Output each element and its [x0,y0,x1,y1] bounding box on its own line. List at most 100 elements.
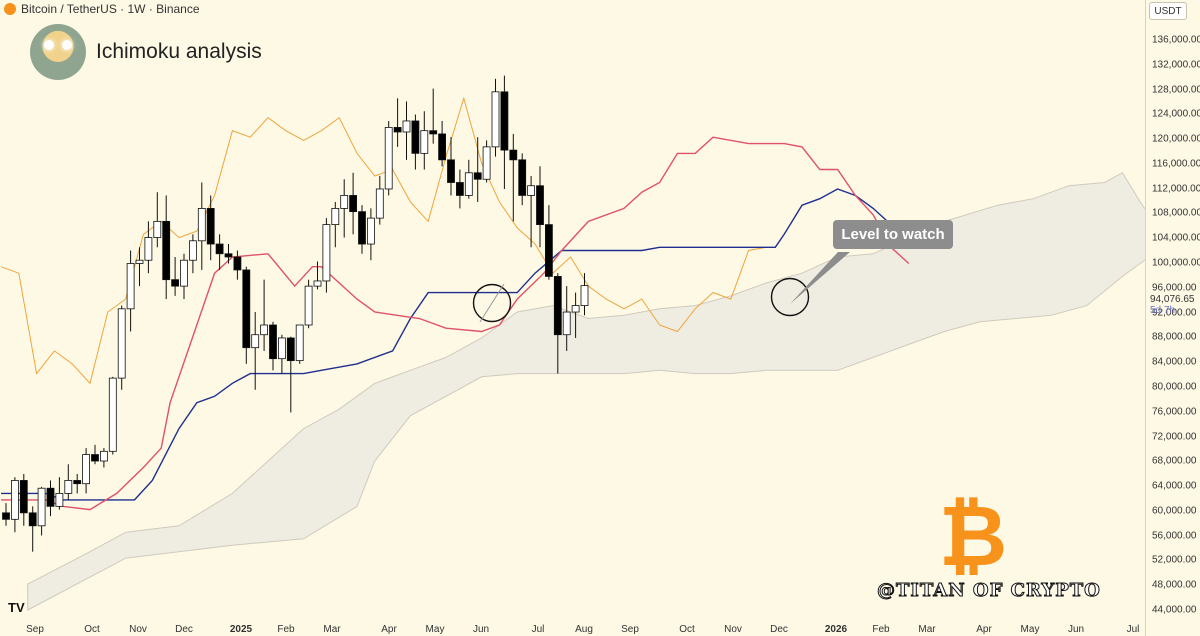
candle [322,218,331,293]
candle [313,261,322,290]
price-axis[interactable]: USDT 136,000.00 132,000.00 128,000.00 124,0… [1145,0,1200,636]
candle [482,140,491,183]
candle [73,473,82,494]
candle [491,78,500,157]
candle [304,279,313,329]
avatar [30,24,86,80]
cloud-area [27,172,1145,611]
time-tick-label: Jul [1127,624,1140,635]
kijun-line [1,188,936,501]
candle [206,195,215,261]
symbol-label: Bitcoin / TetherUS · 1W · Binance [21,2,200,16]
candle [536,166,544,248]
time-tick-label: May [426,624,445,635]
candle [473,137,482,202]
candle [455,169,464,209]
candle [19,473,28,526]
candle [224,244,233,264]
candle [571,292,580,338]
time-tick-label: Sep [26,624,44,635]
time-tick-label: Oct [84,624,100,635]
price-tick-label: 84,000.00 [1152,356,1197,368]
page-title: Ichimoku analysis [96,40,262,63]
price-tick-label: 116,000.00 [1152,158,1200,170]
time-tick-label: Jun [1068,624,1084,635]
price-tick-label: 112,000.00 [1152,183,1200,195]
price-tick-label: 76,000.00 [1152,406,1197,418]
price-tick-label: 56,000.00 [1152,530,1197,542]
candles [2,75,589,552]
time-tick-label: Feb [277,624,295,635]
candle [331,201,340,248]
time-tick-label: Jun [473,624,489,635]
candle [117,305,126,390]
price-tick-label: 64,000.00 [1152,480,1197,492]
candle [37,486,46,536]
bitcoin-logo: ₿ [938,487,1008,585]
candle [286,336,295,413]
candle [500,75,509,189]
price-tick-label: 80,000.00 [1152,381,1197,393]
tenkan-line [1,136,910,511]
price-tick-label: 108,000.00 [1152,207,1200,219]
candle [411,114,420,170]
candle [64,464,73,500]
candle [384,120,393,196]
price-tick-label: 136,000.00 [1152,34,1200,46]
candle [10,477,19,533]
annotation-circle-level [770,252,850,317]
time-tick-label: May [1021,624,1040,635]
time-tick-label: Feb [872,624,890,635]
annotation-circle-jun [472,283,512,323]
price-tick-label: 132,000.00 [1152,59,1200,71]
price-tick-label: 128,000.00 [1152,84,1200,96]
candle [251,312,260,390]
candle [447,137,455,196]
time-tick-label: Sep [621,624,639,635]
price-tick-label: 96,000.00 [1152,282,1197,294]
price-tick-label: 88,000.00 [1152,331,1197,343]
candle [144,221,153,274]
candle [197,182,206,270]
candle [580,273,589,316]
candle [366,208,375,261]
candle [46,480,55,517]
time-axis: Sep Oct Nov Dec 2025 Feb Mar Apr May Jun Jul Aug Sep… [26,624,1139,635]
time-tick-label: Oct [679,624,695,635]
candle [126,250,135,332]
candle [393,98,402,147]
candle [295,324,304,364]
time-tick-label: Apr [976,624,992,635]
candle [153,192,162,248]
candle [509,133,518,222]
price-chart[interactable]: Sep Oct Nov Dec 2025 Feb Mar Apr May Jun Jul Aug Sep… [0,0,1145,636]
price-tick-label: 104,000.00 [1152,232,1200,244]
price-tick-label: 48,000.00 [1152,579,1197,591]
chart-header: Bitcoin / TetherUS · 1W · Binance [0,0,200,18]
candle-countdown: 5d 7h [1150,305,1176,316]
level-callout: Level to watch [833,220,953,249]
price-tick-label: 44,000.00 [1152,604,1197,616]
time-tick-label: 2025 [230,624,253,635]
time-tick-label: Apr [381,624,397,635]
time-tick-label: Dec [770,624,788,635]
candle [233,250,242,280]
currency-selector[interactable]: USDT [1149,2,1187,20]
candle [358,205,366,254]
tradingview-logo[interactable]: TV [8,600,25,615]
last-price: 94,076.65 [1150,294,1195,305]
avatar-eye-icon [44,40,54,50]
candle [55,477,64,510]
candle [402,101,411,160]
candle [2,503,10,526]
candle [340,179,349,238]
bitcoin-coin-icon [4,3,16,15]
candle [162,195,171,300]
candle [82,448,90,494]
candle [518,153,527,206]
candle [349,172,358,235]
time-tick-label: Jul [532,624,545,635]
candle [269,321,277,371]
candle [277,334,286,374]
price-tick-label: 68,000.00 [1152,455,1197,467]
